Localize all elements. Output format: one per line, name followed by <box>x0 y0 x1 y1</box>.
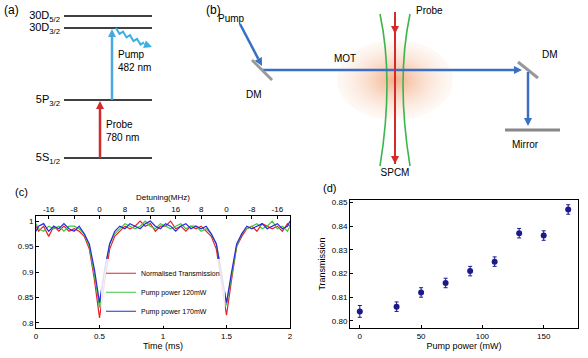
svg-text:780 nm: 780 nm <box>106 132 139 143</box>
svg-text:8: 8 <box>123 205 128 214</box>
svg-text:Mirror: Mirror <box>512 139 539 150</box>
svg-text:150: 150 <box>537 332 551 341</box>
svg-text:Transmission: Transmission <box>317 237 327 290</box>
svg-text:-16: -16 <box>272 205 284 214</box>
svg-text:SPCM: SPCM <box>381 167 410 178</box>
svg-text:30D5/2: 30D5/2 <box>29 9 60 24</box>
svg-text:0.85: 0.85 <box>18 293 34 302</box>
svg-text:0.84: 0.84 <box>332 222 348 231</box>
svg-text:2: 2 <box>288 332 293 341</box>
svg-text:0: 0 <box>34 332 39 341</box>
svg-text:482 nm: 482 nm <box>118 62 151 73</box>
svg-text:0: 0 <box>358 332 363 341</box>
svg-text:Probe: Probe <box>106 119 133 130</box>
svg-text:0.5: 0.5 <box>94 332 106 341</box>
svg-text:50: 50 <box>417 332 426 341</box>
svg-text:0.81: 0.81 <box>332 293 348 302</box>
svg-text:Pump power 120mW: Pump power 120mW <box>141 289 207 297</box>
svg-text:DM: DM <box>542 49 558 60</box>
svg-text:8: 8 <box>199 205 204 214</box>
svg-text:0.82: 0.82 <box>332 269 348 278</box>
svg-text:0.9: 0.9 <box>22 268 34 277</box>
svg-text:(a): (a) <box>4 3 19 17</box>
svg-text:0: 0 <box>97 205 102 214</box>
svg-text:Pump power 170mW: Pump power 170mW <box>141 308 207 316</box>
svg-text:1.5: 1.5 <box>221 332 233 341</box>
svg-text:0.80: 0.80 <box>332 317 348 326</box>
svg-text:Detuning(MHz): Detuning(MHz) <box>136 193 190 202</box>
svg-text:(b): (b) <box>206 3 221 17</box>
svg-text:100: 100 <box>476 332 490 341</box>
svg-text:0.8: 0.8 <box>22 319 34 328</box>
svg-text:-8: -8 <box>248 205 256 214</box>
svg-text:Normalised Transmission: Normalised Transmission <box>141 270 220 277</box>
svg-text:DM: DM <box>246 89 262 100</box>
svg-text:-8: -8 <box>71 205 79 214</box>
svg-text:5P3/2: 5P3/2 <box>36 93 60 108</box>
svg-text:0.95: 0.95 <box>18 242 34 251</box>
svg-text:1: 1 <box>29 217 34 226</box>
svg-text:Pump: Pump <box>118 49 145 60</box>
svg-text:0: 0 <box>224 205 229 214</box>
svg-text:(c): (c) <box>15 186 28 198</box>
svg-text:5S1/2: 5S1/2 <box>36 151 60 166</box>
svg-text:Pump power (mW): Pump power (mW) <box>426 341 501 351</box>
svg-text:0.85: 0.85 <box>332 198 348 207</box>
svg-text:1: 1 <box>161 332 166 341</box>
svg-text:Probe: Probe <box>416 5 443 16</box>
svg-text:Pump: Pump <box>218 13 245 24</box>
svg-text:MOT: MOT <box>334 53 356 64</box>
svg-text:16: 16 <box>171 205 180 214</box>
svg-text:16: 16 <box>146 205 155 214</box>
svg-text:Time (ms): Time (ms) <box>143 341 183 351</box>
svg-text:0.83: 0.83 <box>332 246 348 255</box>
svg-text:(d): (d) <box>323 182 336 194</box>
svg-text:30D3/2: 30D3/2 <box>29 21 60 36</box>
svg-text:-16: -16 <box>43 205 55 214</box>
